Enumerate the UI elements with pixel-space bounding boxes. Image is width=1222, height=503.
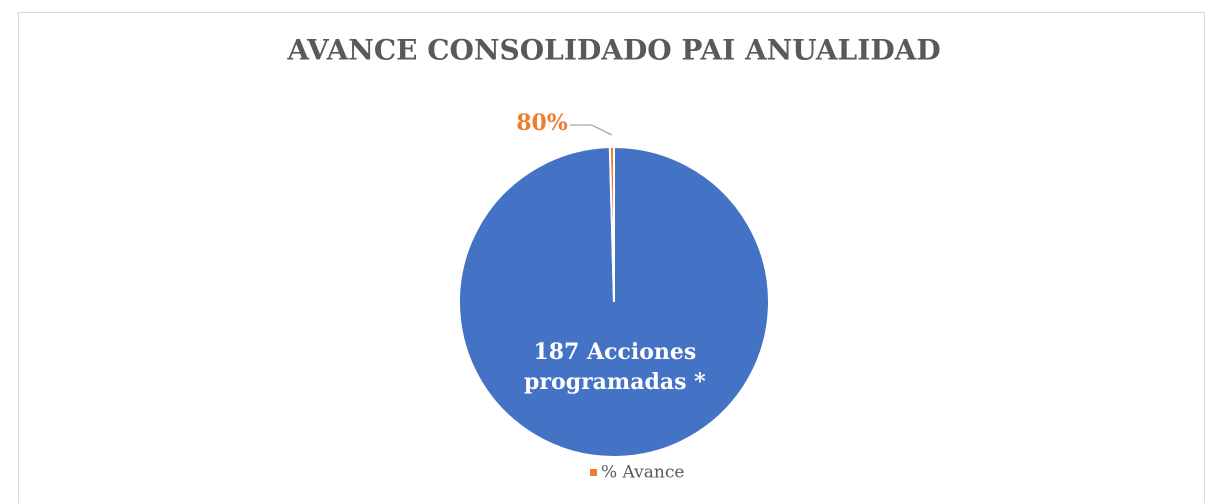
legend-label: % Avance (601, 463, 684, 483)
legend-swatch (590, 469, 597, 476)
chart-title: AVANCE CONSOLIDADO PAI ANUALIDAD (286, 34, 940, 67)
pie-slice (608, 145, 615, 303)
data-label: 80% (516, 110, 568, 136)
leader-line (569, 124, 613, 136)
data-label: 187 Acciones programadas * (524, 339, 706, 396)
